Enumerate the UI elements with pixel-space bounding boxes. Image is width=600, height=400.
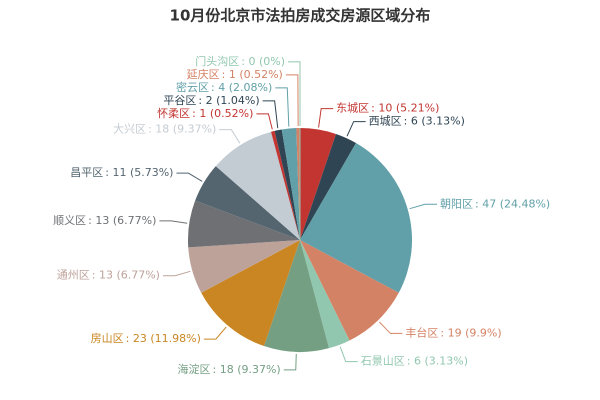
value-label: : 13 (6.77%) bbox=[88, 214, 156, 227]
data-label: 西城区: 6 (3.13%) bbox=[369, 115, 465, 128]
pie-slice bbox=[263, 240, 329, 352]
data-label: 石景山区: 6 (3.13%) bbox=[361, 355, 468, 368]
data-label: 门头沟区: 0 (0%) bbox=[195, 54, 285, 68]
category-label: 密云区 bbox=[176, 80, 209, 94]
pie-slice bbox=[300, 133, 356, 240]
category-label: 昌平区 bbox=[70, 166, 103, 179]
value-label: : 6 (3.13%) bbox=[404, 115, 465, 128]
category-label: 通州区 bbox=[57, 269, 90, 282]
leader-line bbox=[283, 353, 297, 371]
leader-line bbox=[409, 203, 438, 210]
data-label: 顺义区: 13 (6.77%) bbox=[53, 214, 156, 227]
category-label: 大兴区 bbox=[113, 122, 146, 136]
value-label: : 6 (3.13%) bbox=[407, 355, 468, 368]
value-label: : 18 (9.37%) bbox=[213, 363, 281, 376]
leader-line bbox=[378, 321, 403, 334]
leader-line bbox=[162, 270, 191, 277]
value-label: : 18 (9.37%) bbox=[148, 123, 216, 136]
chart-title: 10月份北京市法拍房成交房源区域分布 bbox=[170, 7, 431, 25]
pie-slice bbox=[300, 240, 350, 349]
data-label: 昌平区: 11 (5.73%) bbox=[70, 166, 173, 179]
pie-slice bbox=[274, 129, 300, 240]
value-label: : 1 (0.52%) bbox=[192, 107, 253, 120]
pie-slice bbox=[300, 143, 412, 293]
value-label: : 10 (5.21%) bbox=[371, 102, 439, 115]
category-label: 丰台区 bbox=[405, 325, 438, 339]
leader-line bbox=[285, 74, 299, 127]
data-label: 密云区: 4 (2.08%) bbox=[176, 80, 272, 94]
value-label: : 13 (6.77%) bbox=[92, 269, 160, 282]
value-label: : 0 (0%) bbox=[241, 55, 285, 68]
pie-slice bbox=[188, 240, 300, 293]
value-label: : 1 (0.52%) bbox=[222, 68, 283, 81]
pie-slice bbox=[215, 131, 300, 240]
pie-slice bbox=[300, 240, 399, 341]
category-label: 朝阳区 bbox=[440, 197, 473, 210]
data-label: 海淀区: 18 (9.37%) bbox=[178, 362, 281, 376]
leader-line bbox=[275, 87, 290, 127]
leader-line bbox=[176, 172, 203, 182]
data-label: 丰台区: 19 (9.9%) bbox=[405, 325, 501, 339]
data-label: 通州区: 13 (6.77%) bbox=[57, 269, 160, 282]
value-label: : 47 (24.48%) bbox=[475, 197, 550, 210]
value-label: : 4 (2.08%) bbox=[211, 81, 272, 94]
category-label: 门头沟区 bbox=[195, 54, 239, 68]
leader-line bbox=[339, 346, 358, 363]
pie-slice bbox=[201, 240, 300, 347]
leader-line bbox=[256, 113, 273, 130]
value-label: : 23 (11.98%) bbox=[126, 332, 201, 345]
category-label: 延庆区 bbox=[187, 67, 220, 81]
category-label: 东城区 bbox=[336, 102, 369, 115]
category-label: 西城区 bbox=[369, 115, 402, 128]
data-label: 大兴区: 18 (9.37%) bbox=[113, 122, 216, 136]
leader-line bbox=[318, 108, 334, 128]
category-label: 石景山区 bbox=[361, 355, 405, 368]
pie-slice bbox=[300, 128, 337, 240]
leader-line bbox=[262, 100, 279, 129]
value-label: : 19 (9.9%) bbox=[440, 326, 501, 339]
data-label: 怀柔区: 1 (0.52%) bbox=[157, 107, 253, 120]
category-label: 顺义区 bbox=[53, 214, 86, 227]
value-label: : 2 (1.04%) bbox=[198, 94, 259, 107]
pie-slice bbox=[188, 200, 300, 248]
pie-slice bbox=[271, 130, 300, 240]
leader-line bbox=[219, 129, 241, 144]
leader-line bbox=[346, 121, 366, 137]
category-label: 平谷区 bbox=[163, 94, 196, 107]
data-label: 房山区: 23 (11.98%) bbox=[91, 332, 201, 345]
data-label: 朝阳区: 47 (24.48%) bbox=[440, 197, 550, 210]
data-label: 东城区: 10 (5.21%) bbox=[336, 102, 439, 115]
category-label: 房山区 bbox=[91, 332, 124, 345]
pie-slice bbox=[195, 166, 300, 240]
leader-line bbox=[203, 326, 227, 340]
leader-line bbox=[288, 61, 301, 126]
value-label: : 11 (5.73%) bbox=[105, 166, 173, 179]
pie-slice bbox=[296, 128, 300, 240]
pie-slice bbox=[281, 128, 300, 240]
data-label: 平谷区: 2 (1.04%) bbox=[163, 94, 259, 107]
leader-line bbox=[159, 220, 188, 224]
category-label: 怀柔区 bbox=[157, 107, 190, 120]
data-label: 延庆区: 1 (0.52%) bbox=[187, 67, 283, 81]
category-label: 海淀区 bbox=[178, 362, 211, 376]
